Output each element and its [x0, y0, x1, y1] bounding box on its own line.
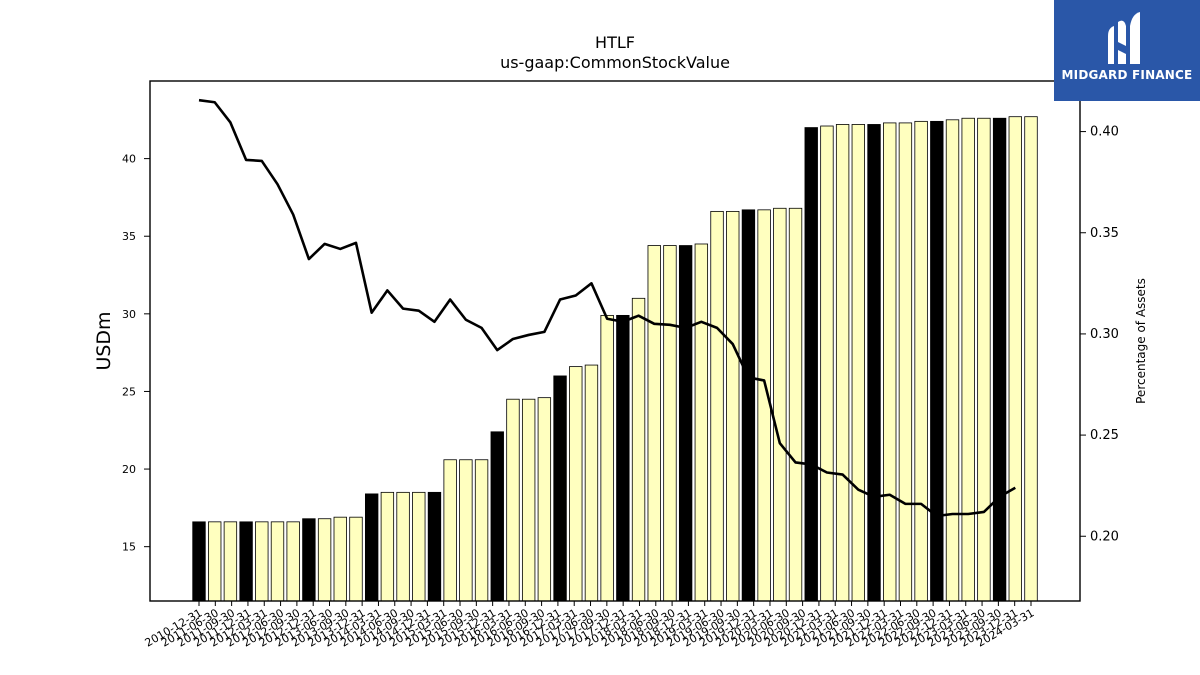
bar-2021-09-30: [867, 124, 881, 602]
plot-frame: [149, 80, 1081, 602]
midgard-m-logo-icon: [1108, 12, 1140, 64]
bar-2020-03-31: [773, 207, 787, 602]
bar-2014-09-30: [427, 491, 442, 602]
bar-2019-06-30: [726, 210, 740, 602]
bar-2014-06-30: [412, 491, 426, 602]
right-axis: 0.20 0.25 0.30 0.35 0.40: [1080, 125, 1119, 544]
bar-2022-12-31: [945, 119, 960, 602]
bar-2016-06-30: [537, 397, 552, 602]
bar-2020-12-31: [820, 125, 834, 602]
bar-2021-06-30: [851, 124, 865, 602]
bar-2023-06-30: [977, 117, 991, 602]
bar-2023-03-31: [961, 117, 975, 602]
bars-group: [192, 116, 1038, 602]
bar-2011-03-31: [208, 521, 222, 602]
bar-2017-06-30: [600, 314, 614, 602]
bar-2013-06-30: [349, 516, 363, 602]
bar-2013-12-31: [380, 491, 395, 602]
bar-2015-12-31: [506, 398, 520, 602]
bar-2011-09-30: [239, 521, 253, 602]
logo-text: MIDGARD FINANCE: [1061, 68, 1193, 82]
y-tick-label: 25: [122, 385, 136, 398]
bar-2017-12-31: [631, 297, 646, 602]
bar-2020-06-30: [788, 207, 803, 602]
bar-2017-09-30: [616, 314, 630, 602]
bar-2021-12-31: [883, 122, 897, 602]
y2-tick-label: 0.30: [1090, 327, 1119, 342]
bar-2019-03-31: [710, 210, 724, 602]
bar-2011-06-30: [223, 521, 238, 602]
bar-2023-09-30: [992, 117, 1007, 602]
bar-2021-03-31: [835, 124, 850, 602]
bar-2019-09-30: [741, 209, 756, 602]
bar-2022-09-30: [930, 120, 944, 602]
bar-2018-03-31: [647, 245, 661, 602]
y2-tick-label: 0.35: [1090, 226, 1119, 241]
bar-2012-03-31: [270, 521, 285, 602]
bar-2022-06-30: [914, 120, 928, 602]
bar-2012-12-31: [317, 518, 332, 602]
bar-2011-12-31: [255, 521, 269, 602]
bar-2018-06-30: [663, 245, 677, 602]
bar-2010-12-31: [192, 521, 206, 602]
percentage-of-assets-line: [198, 98, 1016, 518]
bar-2015-06-30: [474, 459, 489, 602]
y2-tick-label: 0.20: [1090, 529, 1119, 544]
bar-2013-03-31: [333, 516, 347, 602]
bar-2024-03-31: [1024, 116, 1038, 602]
bar-2016-09-30: [553, 375, 567, 602]
bar-2012-06-30: [286, 521, 300, 602]
y-axis-label: USDm: [93, 311, 115, 370]
bar-2015-09-30: [490, 431, 504, 602]
bar-2015-03-31: [459, 459, 473, 602]
x-axis: 2010-12-312011-06-302011-09-302011-12-31…: [143, 601, 1037, 650]
y-tick-label: 30: [122, 308, 136, 321]
bar-2020-09-30: [804, 127, 818, 602]
line-group: [198, 98, 1016, 518]
left-axis: 15 20 25 30 35 40: [122, 153, 150, 554]
y-tick-label: 40: [122, 153, 136, 166]
bar-2016-12-31: [569, 366, 583, 602]
midgard-finance-logo: MIDGARD FINANCE: [1054, 0, 1200, 101]
y2-tick-label: 0.25: [1090, 428, 1119, 443]
bar-2018-09-30: [678, 245, 693, 602]
bar-2019-12-31: [757, 209, 771, 602]
chart-title: HTLF: [595, 33, 635, 52]
bar-2014-03-31: [396, 491, 410, 602]
y2-axis-label: Percentage of Assets: [1134, 278, 1148, 404]
bar-2014-12-31: [443, 459, 457, 602]
y-tick-label: 15: [122, 541, 136, 554]
bar-2018-12-31: [694, 243, 709, 602]
y-tick-label: 20: [122, 463, 136, 476]
bar-2013-09-30: [364, 493, 379, 602]
y2-tick-label: 0.40: [1090, 125, 1119, 140]
y-tick-label: 35: [122, 230, 136, 243]
bar-2022-03-31: [898, 122, 913, 602]
chart-subtitle: us-gaap:CommonStockValue: [500, 53, 730, 72]
bar-2012-09-30: [302, 518, 316, 602]
bar-2017-03-31: [584, 364, 599, 602]
bar-2016-03-31: [521, 398, 536, 602]
bar-2023-12-31: [1008, 116, 1022, 602]
